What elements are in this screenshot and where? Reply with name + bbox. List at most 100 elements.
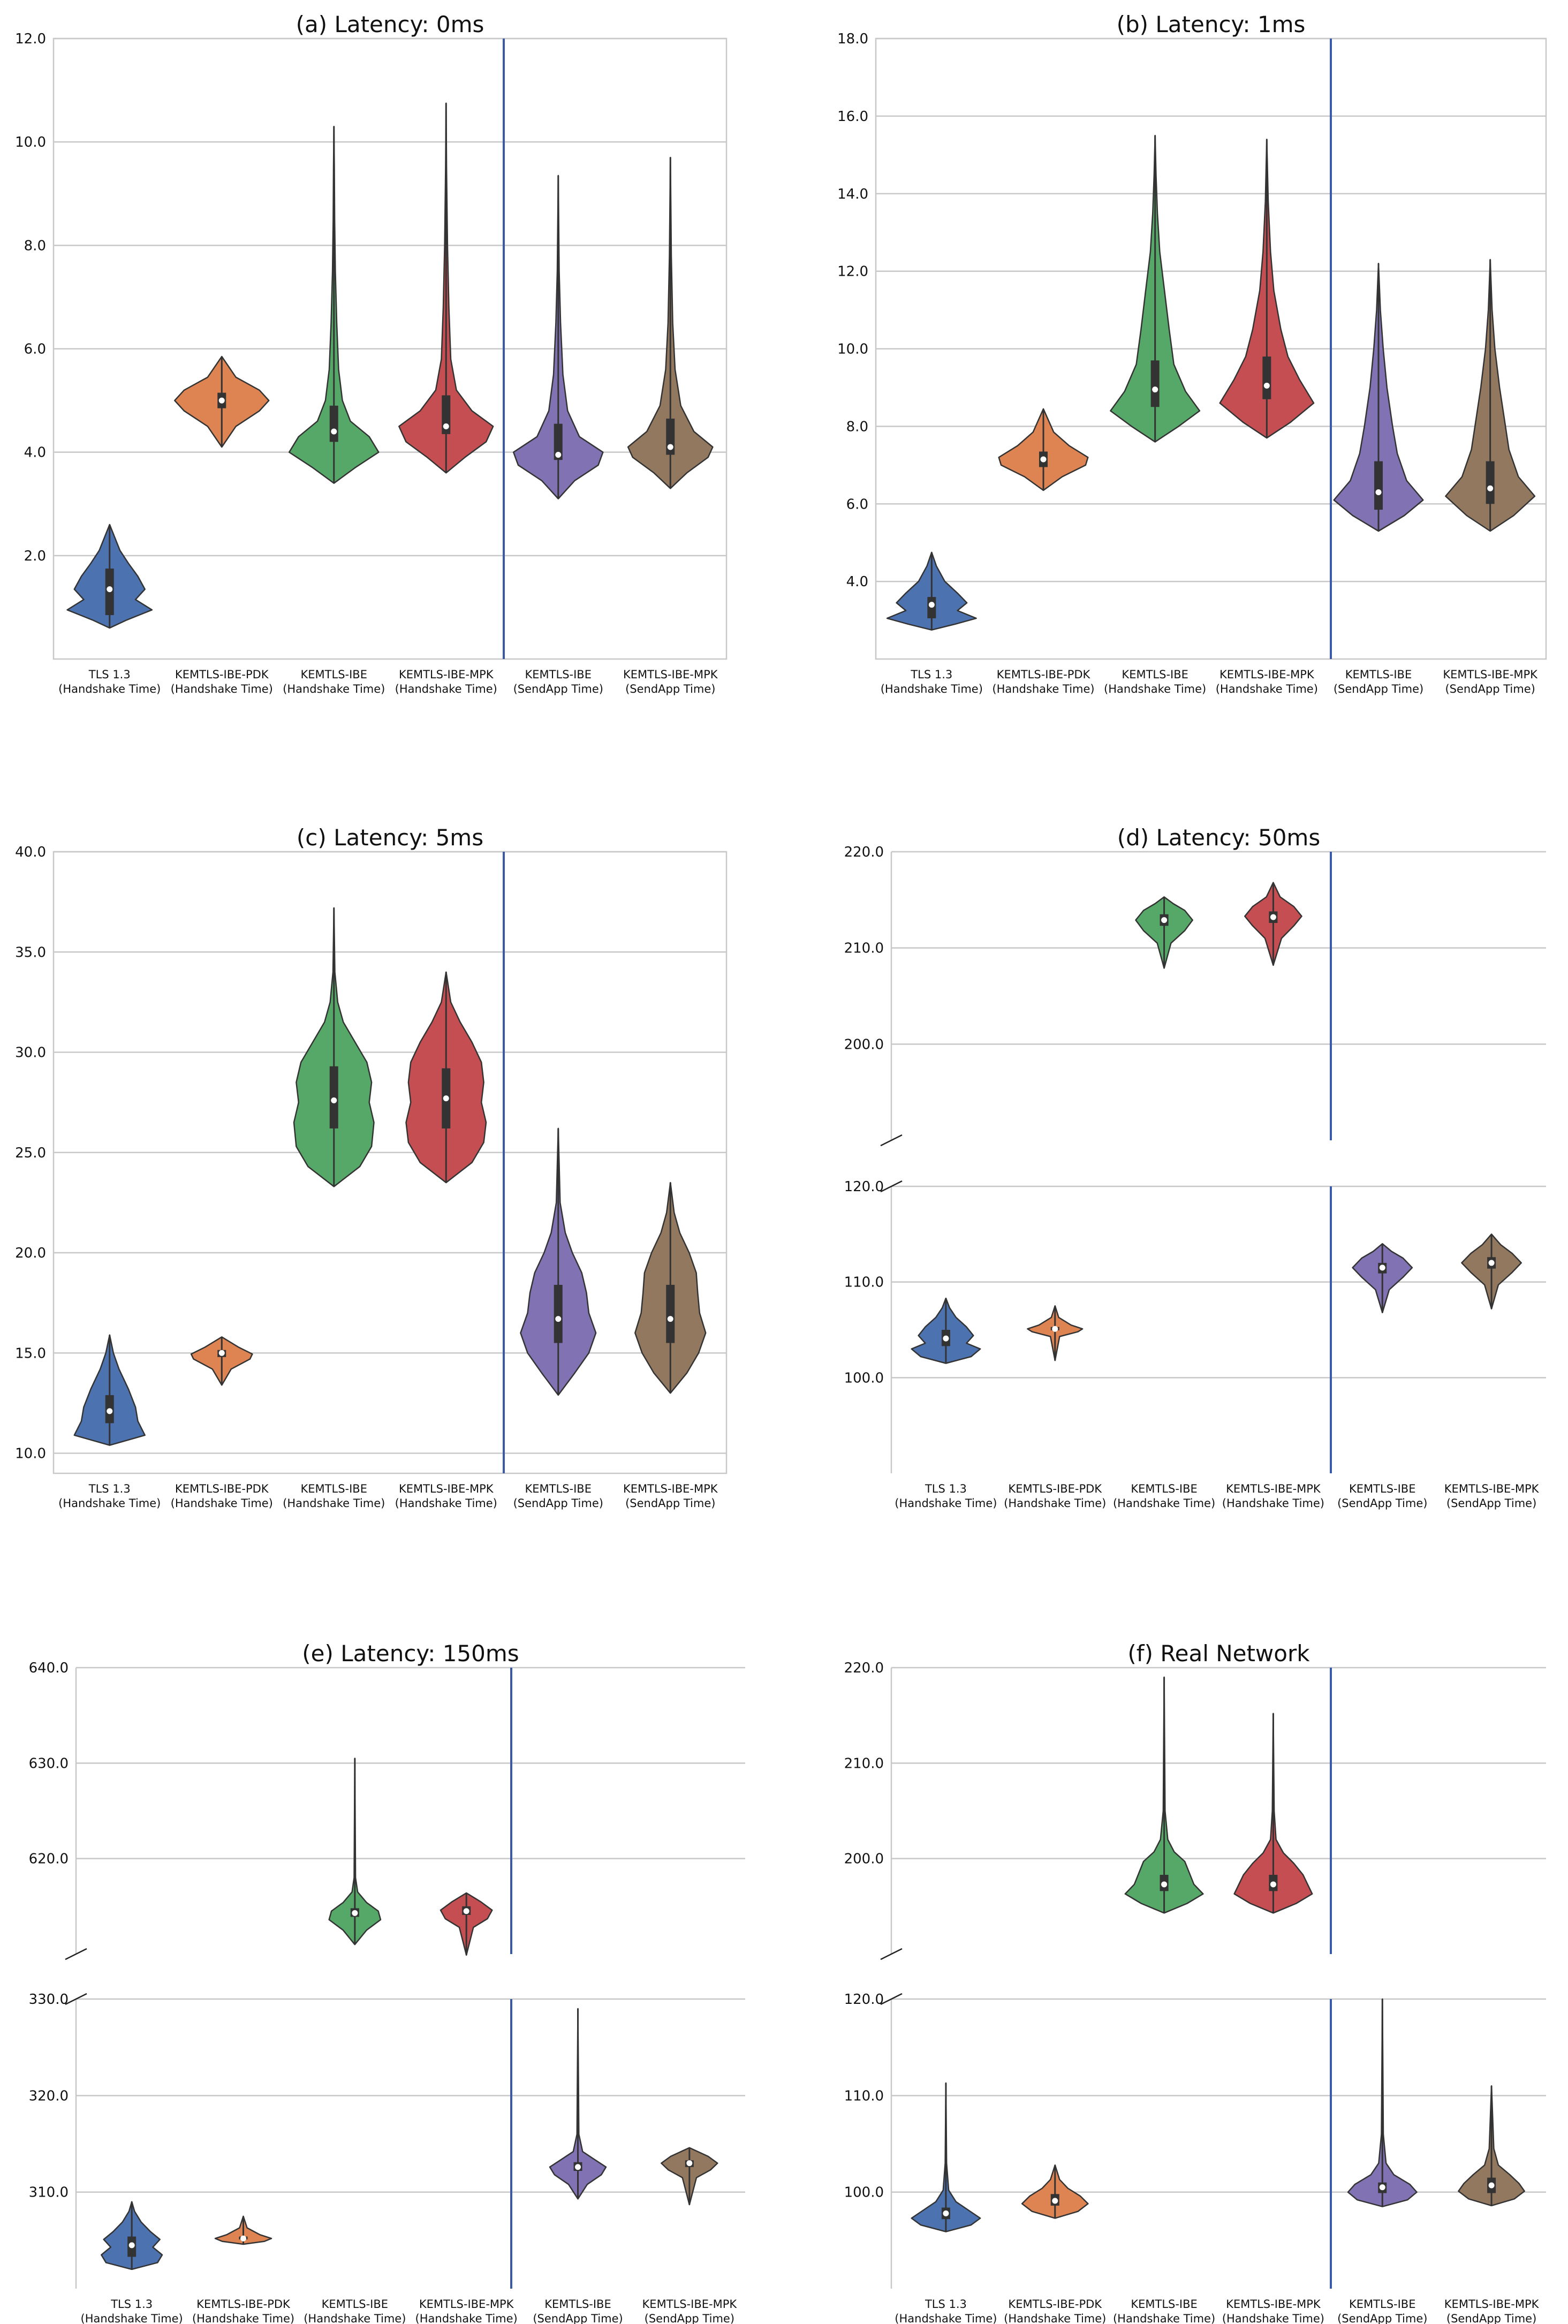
violin-median — [331, 1097, 337, 1103]
violin-median — [331, 428, 337, 435]
x-tick-label: (SendApp Time) — [625, 1497, 715, 1510]
x-tick-label: (Handshake Time) — [58, 683, 161, 695]
x-tick-label: (Handshake Time) — [1004, 2312, 1106, 2324]
violin-3 — [1135, 896, 1193, 969]
y-tick-label: 310.0 — [29, 2185, 69, 2201]
y-tick-label: 12.0 — [15, 31, 46, 47]
y-tick-label: 640.0 — [29, 1660, 69, 1676]
axis-break-mark — [880, 1180, 903, 1193]
violin-median — [218, 397, 225, 404]
violin-4 — [398, 102, 494, 474]
y-tick-label: 220.0 — [844, 844, 884, 860]
axis-break-mark — [880, 1948, 903, 1960]
axis-break-mark — [65, 1948, 87, 1960]
violin-1 — [886, 551, 977, 631]
x-tick-label: KEMTLS-IBE-PDK — [997, 668, 1091, 681]
chart-title: (d) Latency: 50ms — [1117, 824, 1320, 851]
violin-median — [943, 2210, 949, 2216]
y-tick-label: 4.0 — [24, 445, 46, 461]
x-tick-label: KEMTLS-IBE — [525, 1482, 592, 1495]
y-tick-label: 6.0 — [846, 496, 868, 512]
y-tick-label: 210.0 — [844, 1755, 884, 1772]
violin-2 — [190, 1336, 253, 1386]
x-tick-label: KEMTLS-IBE-PDK — [175, 668, 269, 681]
violin-median — [667, 1316, 673, 1322]
y-tick-label: 30.0 — [15, 1045, 46, 1061]
x-tick-label: KEMTLS-IBE — [1131, 1482, 1197, 1495]
x-tick-label: (Handshake Time) — [1113, 1497, 1215, 1510]
y-tick-label: 100.0 — [844, 2185, 884, 2201]
violin-median — [1152, 387, 1158, 393]
y-tick-label: 16.0 — [837, 109, 868, 125]
y-tick-label: 20.0 — [15, 1245, 46, 1261]
x-tick-label: (Handshake Time) — [171, 1497, 273, 1510]
violin-iqr-box — [1150, 360, 1160, 407]
x-tick-label: TLS 1.3 — [88, 668, 131, 681]
y-tick-label: 210.0 — [844, 941, 884, 957]
x-tick-label: (Handshake Time) — [283, 1497, 385, 1510]
y-tick-label: 35.0 — [15, 944, 46, 960]
x-tick-label: KEMTLS-IBE-MPK — [399, 1482, 494, 1495]
x-tick-label: KEMTLS-IBE-MPK — [1444, 2298, 1540, 2311]
violin-iqr-box — [554, 423, 563, 460]
violin-median — [575, 2164, 581, 2170]
violin-median — [1270, 1881, 1276, 1888]
y-tick-label: 320.0 — [29, 2088, 69, 2104]
violin-median — [555, 1316, 562, 1322]
chart-panel-2: (b) Latency: 1ms 4.0 6.0 8.0 10.0 12.0 14.0 16.… — [837, 11, 1547, 695]
violin-median — [555, 451, 562, 458]
x-tick-label: KEMTLS-IBE-MPK — [1226, 2298, 1321, 2311]
violin-median — [1040, 456, 1047, 463]
axes-frame — [52, 851, 728, 1474]
violin-5 — [520, 1127, 597, 1396]
x-tick-label: (Handshake Time) — [1222, 2312, 1324, 2324]
x-tick-label: TLS 1.3 — [910, 668, 952, 681]
x-tick-label: KEMTLS-IBE-PDK — [196, 2298, 291, 2311]
y-tick-label: 6.0 — [24, 342, 46, 358]
x-tick-label: (Handshake Time) — [895, 2312, 997, 2324]
violin-median — [667, 444, 673, 450]
y-tick-label: 120.0 — [844, 1179, 884, 1195]
violin-median — [443, 423, 449, 429]
axis-break-mark — [880, 1993, 903, 2005]
violin-1 — [911, 1297, 981, 1364]
violin-median — [686, 2160, 693, 2167]
violin-2 — [1021, 2164, 1089, 2219]
violin-iqr-box — [554, 1284, 563, 1343]
violin-median — [1161, 917, 1168, 923]
x-tick-label: (Handshake Time) — [1216, 683, 1318, 695]
violin-6 — [1461, 1233, 1522, 1309]
violin-2 — [998, 408, 1089, 491]
y-tick-label: 110.0 — [844, 2088, 884, 2104]
violin-iqr-box — [329, 1066, 338, 1129]
x-tick-label: KEMTLS-IBE — [1131, 2298, 1197, 2311]
violin-median — [1263, 382, 1270, 389]
violin-6 — [661, 2147, 718, 2206]
x-tick-label: (Handshake Time) — [1104, 683, 1206, 695]
violin-1 — [911, 2082, 981, 2232]
x-tick-label: (SendApp Time) — [1337, 1497, 1427, 1510]
y-tick-label: 120.0 — [844, 1992, 884, 2008]
x-tick-label: (Handshake Time) — [881, 683, 983, 695]
axis-break-mark — [65, 1993, 87, 2005]
violin-iqr-box — [329, 405, 338, 442]
x-tick-label: (Handshake Time) — [395, 683, 497, 695]
x-tick-label: KEMTLS-IBE — [322, 2298, 388, 2311]
x-tick-label: (SendApp Time) — [625, 683, 715, 695]
y-tick-label: 220.0 — [844, 1660, 884, 1676]
x-tick-label: KEMTLS-IBE — [525, 668, 592, 681]
y-tick-label: 40.0 — [15, 844, 46, 860]
x-tick-label: KEMTLS-IBE-MPK — [1219, 668, 1315, 681]
x-tick-label: KEMTLS-IBE — [301, 1482, 367, 1495]
x-tick-label: KEMTLS-IBE-MPK — [623, 1482, 718, 1495]
violin-median — [943, 1335, 949, 1342]
violin-median — [1488, 1260, 1495, 1266]
x-tick-label: (Handshake Time) — [171, 683, 273, 695]
x-tick-label: KEMTLS-IBE-PDK — [175, 1482, 269, 1495]
x-tick-label: (Handshake Time) — [192, 2312, 294, 2324]
x-tick-label: KEMTLS-IBE — [1345, 668, 1412, 681]
y-tick-label: 18.0 — [837, 31, 868, 47]
violin-2 — [174, 355, 270, 448]
x-tick-label: KEMTLS-IBE — [1122, 668, 1188, 681]
